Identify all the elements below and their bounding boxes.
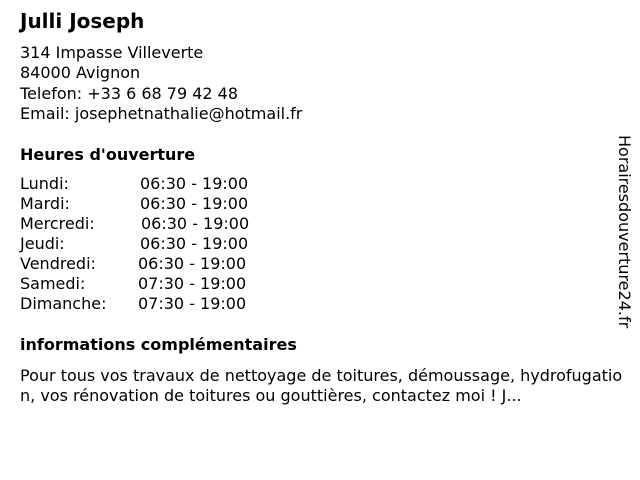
- hours-row: Mardi: 06:30 - 19:00: [20, 194, 249, 214]
- time: 06:30 - 19:00: [140, 234, 249, 253]
- hours-row: Vendredi: 06:30 - 19:00: [20, 254, 249, 274]
- day: Lundi:: [20, 174, 69, 193]
- day: Jeudi:: [20, 234, 65, 253]
- day: Dimanche:: [20, 294, 107, 313]
- time: 06:30 - 19:00: [138, 254, 247, 273]
- day: Samedi:: [20, 274, 86, 293]
- email: Email: josephetnathalie@hotmail.fr: [20, 103, 303, 123]
- time: 06:30 - 19:00: [141, 214, 250, 233]
- day: Vendredi:: [20, 254, 96, 273]
- info-heading: informations complémentaires: [20, 335, 297, 354]
- hours-row: Samedi: 07:30 - 19:00: [20, 274, 249, 294]
- contact-block: 314 Impasse Villeverte 84000 Avignon Tel…: [20, 43, 302, 124]
- time: 06:30 - 19:00: [140, 194, 249, 213]
- time: 07:30 - 19:00: [138, 274, 247, 293]
- address-city: 84000 Avignon: [20, 63, 141, 83]
- watermark: Horairesdouverture24.fr: [615, 135, 634, 329]
- time: 07:30 - 19:00: [138, 294, 247, 313]
- hours-row: Mercredi: 06:30 - 19:00: [20, 214, 249, 234]
- hours-row: Jeudi: 06:30 - 19:00: [20, 234, 249, 254]
- hours-row: Dimanche: 07:30 - 19:00: [20, 294, 249, 314]
- hours-heading: Heures d'ouverture: [20, 145, 196, 164]
- address-street: 314 Impasse Villeverte: [20, 43, 204, 62]
- phone: Telefon: +33 6 68 79 42 48: [20, 83, 239, 103]
- business-name: Julli Joseph: [20, 9, 145, 33]
- day: Mardi:: [20, 194, 70, 213]
- day: Mercredi:: [20, 214, 95, 233]
- hours-table: Lundi: 06:30 - 19:00 Mardi: 06:30 - 19:00 …: [20, 174, 249, 314]
- info-text: Pour tous vos travaux de nettoyage de to…: [20, 366, 623, 405]
- hours-row: Lundi: 06:30 - 19:00: [20, 174, 249, 194]
- time: 06:30 - 19:00: [140, 174, 249, 193]
